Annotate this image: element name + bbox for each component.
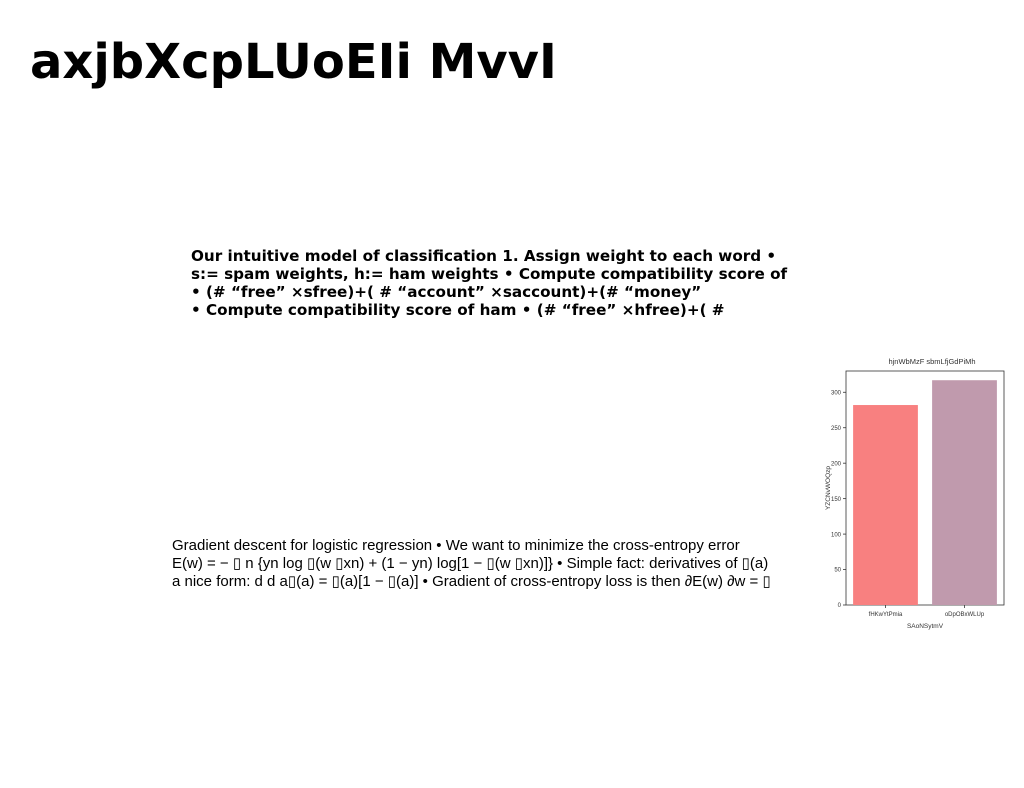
- bar-chart: hjnWbMzF sbmLfjGdPiMh 0 50 100 150 200 250 300…: [822, 352, 1018, 634]
- y-tick-label: 50: [834, 568, 841, 574]
- x-axis-label: SAoNSytmV: [907, 623, 944, 630]
- text-line: Our intuitive model of classification 1.…: [191, 247, 777, 265]
- y-tick-label: 150: [831, 497, 842, 503]
- gradient-descent-text-block: Gradient descent for logistic regression…: [172, 537, 812, 591]
- y-tick-label: 100: [831, 532, 842, 538]
- classification-text-block: Our intuitive model of classification 1.…: [191, 247, 831, 319]
- text-line: s:= spam weights, h:= ham weights • Comp…: [191, 265, 788, 283]
- text-line: a nice form: d d a▯(a) = ▯(a)[1 − ▯(a)] …: [172, 573, 771, 590]
- y-tick-label: 200: [831, 461, 842, 467]
- y-tick-label: 250: [831, 426, 842, 432]
- bar-oDpOBxWLUp: [932, 380, 997, 605]
- y-tick-label: 300: [831, 390, 842, 396]
- slide-title: axjbXcpLUoEIi MvvI: [30, 34, 557, 90]
- y-tick-label: 0: [838, 603, 842, 609]
- text-line: • (# “free” ×sfree)+( # “account” ×sacco…: [191, 283, 702, 301]
- plot-area-frame: [845, 370, 1005, 606]
- x-tick-label: fHKwYtPmia: [869, 612, 903, 618]
- text-line: • Compute compatibility score of ham • (…: [191, 301, 725, 319]
- x-tick-label: oDpOBxWLUp: [945, 612, 985, 618]
- chart-title: hjnWbMzF sbmLfjGdPiMh: [888, 357, 975, 366]
- bar-fHKwYtPmia: [853, 405, 918, 605]
- bar-chart-svg: hjnWbMzF sbmLfjGdPiMh 0 50 100 150 200 250 300…: [825, 357, 1005, 630]
- y-axis-label: YZCNvWOQzp: [825, 466, 832, 510]
- text-line: E(w) = − ▯ n {yn log ▯(w ▯xn) + (1 − yn)…: [172, 555, 769, 572]
- text-line: Gradient descent for logistic regression…: [172, 537, 740, 554]
